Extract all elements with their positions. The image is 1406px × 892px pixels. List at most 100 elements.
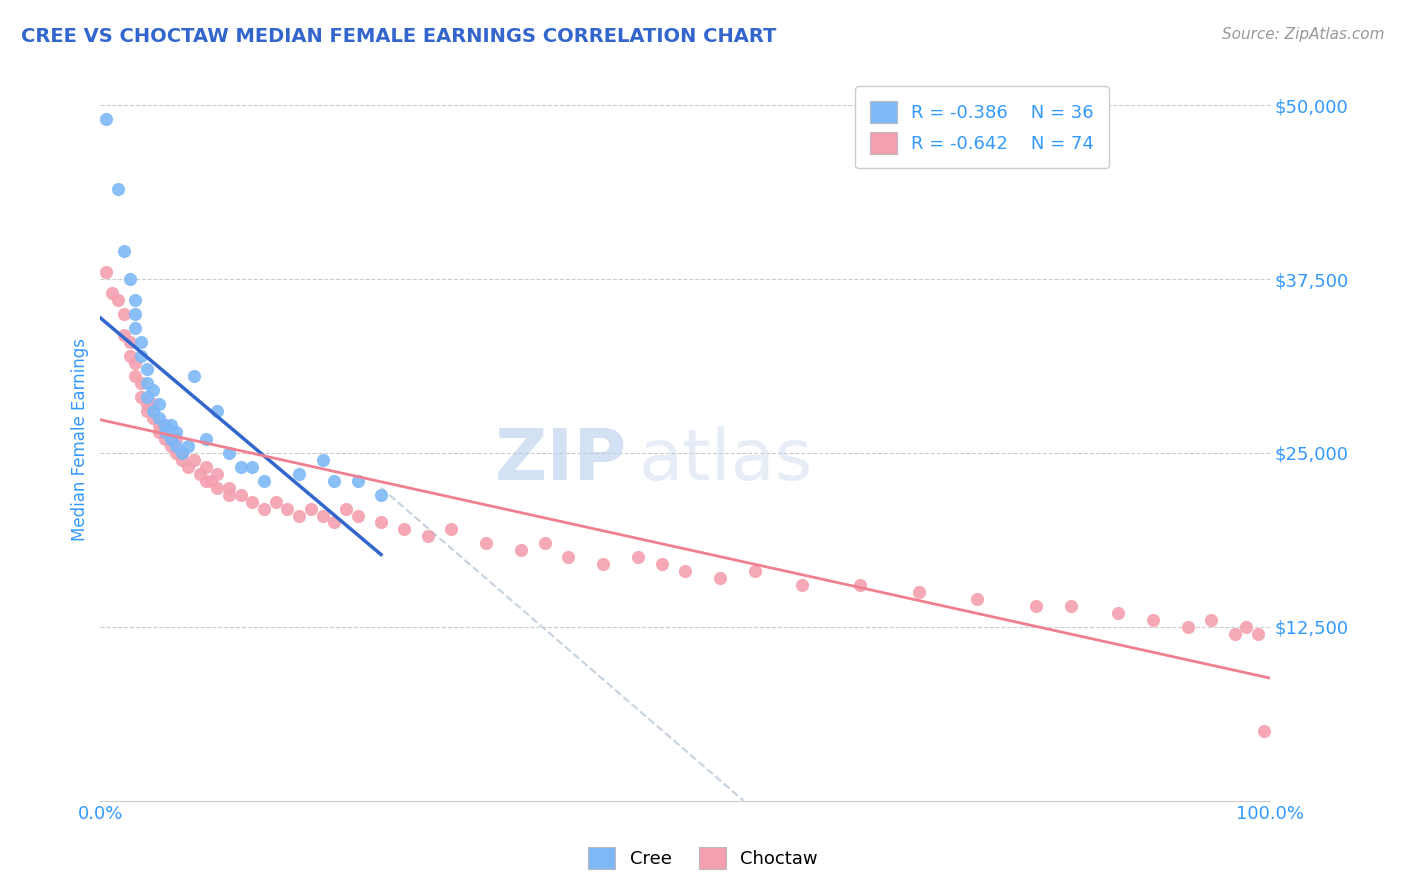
Point bbox=[1234, 620, 1257, 634]
Point bbox=[311, 453, 333, 467]
Point bbox=[172, 453, 194, 467]
Point bbox=[153, 418, 176, 433]
Point bbox=[172, 446, 194, 460]
Point bbox=[129, 349, 152, 363]
Point bbox=[240, 494, 263, 508]
Text: CREE VS CHOCTAW MEDIAN FEMALE EARNINGS CORRELATION CHART: CREE VS CHOCTAW MEDIAN FEMALE EARNINGS C… bbox=[21, 27, 776, 45]
Point bbox=[159, 432, 181, 446]
Point bbox=[153, 425, 176, 439]
Legend: Cree, Choctaw: Cree, Choctaw bbox=[579, 838, 827, 879]
Point bbox=[159, 418, 181, 433]
Point bbox=[276, 501, 298, 516]
Point bbox=[557, 550, 579, 565]
Point bbox=[218, 488, 240, 502]
Point bbox=[183, 453, 205, 467]
Point bbox=[1142, 613, 1164, 627]
Text: atlas: atlas bbox=[638, 426, 813, 495]
Point bbox=[107, 293, 129, 307]
Point bbox=[159, 432, 181, 446]
Point bbox=[136, 397, 159, 411]
Point bbox=[207, 481, 229, 495]
Point bbox=[107, 182, 129, 196]
Point bbox=[849, 578, 872, 592]
Point bbox=[142, 411, 165, 425]
Point bbox=[394, 523, 416, 537]
Point bbox=[153, 432, 176, 446]
Point bbox=[240, 459, 263, 474]
Point bbox=[159, 439, 181, 453]
Point bbox=[288, 508, 311, 523]
Point bbox=[1247, 626, 1270, 640]
Text: Source: ZipAtlas.com: Source: ZipAtlas.com bbox=[1222, 27, 1385, 42]
Point bbox=[129, 376, 152, 391]
Point bbox=[533, 536, 555, 550]
Point bbox=[188, 467, 211, 481]
Point bbox=[129, 334, 152, 349]
Point bbox=[148, 425, 170, 439]
Point bbox=[510, 543, 533, 558]
Point bbox=[153, 418, 176, 433]
Point bbox=[118, 334, 141, 349]
Point bbox=[194, 474, 217, 488]
Point bbox=[592, 558, 614, 572]
Point bbox=[253, 501, 276, 516]
Point bbox=[1025, 599, 1047, 613]
Point bbox=[370, 488, 392, 502]
Point bbox=[264, 494, 287, 508]
Point bbox=[440, 523, 463, 537]
Point bbox=[323, 474, 346, 488]
Point bbox=[908, 585, 931, 599]
Point bbox=[142, 404, 165, 418]
Point bbox=[370, 516, 392, 530]
Point bbox=[229, 488, 252, 502]
Point bbox=[194, 459, 217, 474]
Point bbox=[129, 390, 152, 404]
Point bbox=[124, 320, 146, 334]
Point bbox=[1060, 599, 1083, 613]
Point bbox=[627, 550, 650, 565]
Point bbox=[1177, 620, 1199, 634]
Point bbox=[148, 397, 170, 411]
Point bbox=[165, 439, 187, 453]
Text: ZIP: ZIP bbox=[495, 426, 627, 495]
Point bbox=[96, 112, 118, 127]
Point bbox=[966, 591, 988, 606]
Point bbox=[311, 508, 333, 523]
Point bbox=[148, 418, 170, 433]
Point bbox=[299, 501, 322, 516]
Point bbox=[475, 536, 498, 550]
Point bbox=[136, 362, 159, 376]
Point bbox=[124, 369, 146, 384]
Point bbox=[96, 265, 118, 279]
Point bbox=[142, 397, 165, 411]
Point bbox=[118, 349, 141, 363]
Point bbox=[165, 432, 187, 446]
Point bbox=[112, 307, 135, 321]
Point bbox=[124, 293, 146, 307]
Point bbox=[194, 432, 217, 446]
Point bbox=[148, 411, 170, 425]
Point bbox=[165, 446, 187, 460]
Point bbox=[416, 529, 439, 543]
Point bbox=[1199, 613, 1222, 627]
Point bbox=[346, 508, 368, 523]
Point bbox=[124, 355, 146, 369]
Point bbox=[709, 571, 731, 585]
Point bbox=[346, 474, 368, 488]
Point bbox=[207, 467, 229, 481]
Point bbox=[744, 564, 766, 578]
Point bbox=[183, 369, 205, 384]
Point bbox=[124, 307, 146, 321]
Point bbox=[165, 425, 187, 439]
Point bbox=[172, 446, 194, 460]
Point bbox=[101, 285, 124, 300]
Point bbox=[136, 404, 159, 418]
Point bbox=[288, 467, 311, 481]
Point bbox=[218, 481, 240, 495]
Point bbox=[253, 474, 276, 488]
Point bbox=[1253, 724, 1275, 739]
Y-axis label: Median Female Earnings: Median Female Earnings bbox=[72, 337, 89, 541]
Point bbox=[1107, 606, 1129, 620]
Point bbox=[136, 376, 159, 391]
Point bbox=[177, 459, 200, 474]
